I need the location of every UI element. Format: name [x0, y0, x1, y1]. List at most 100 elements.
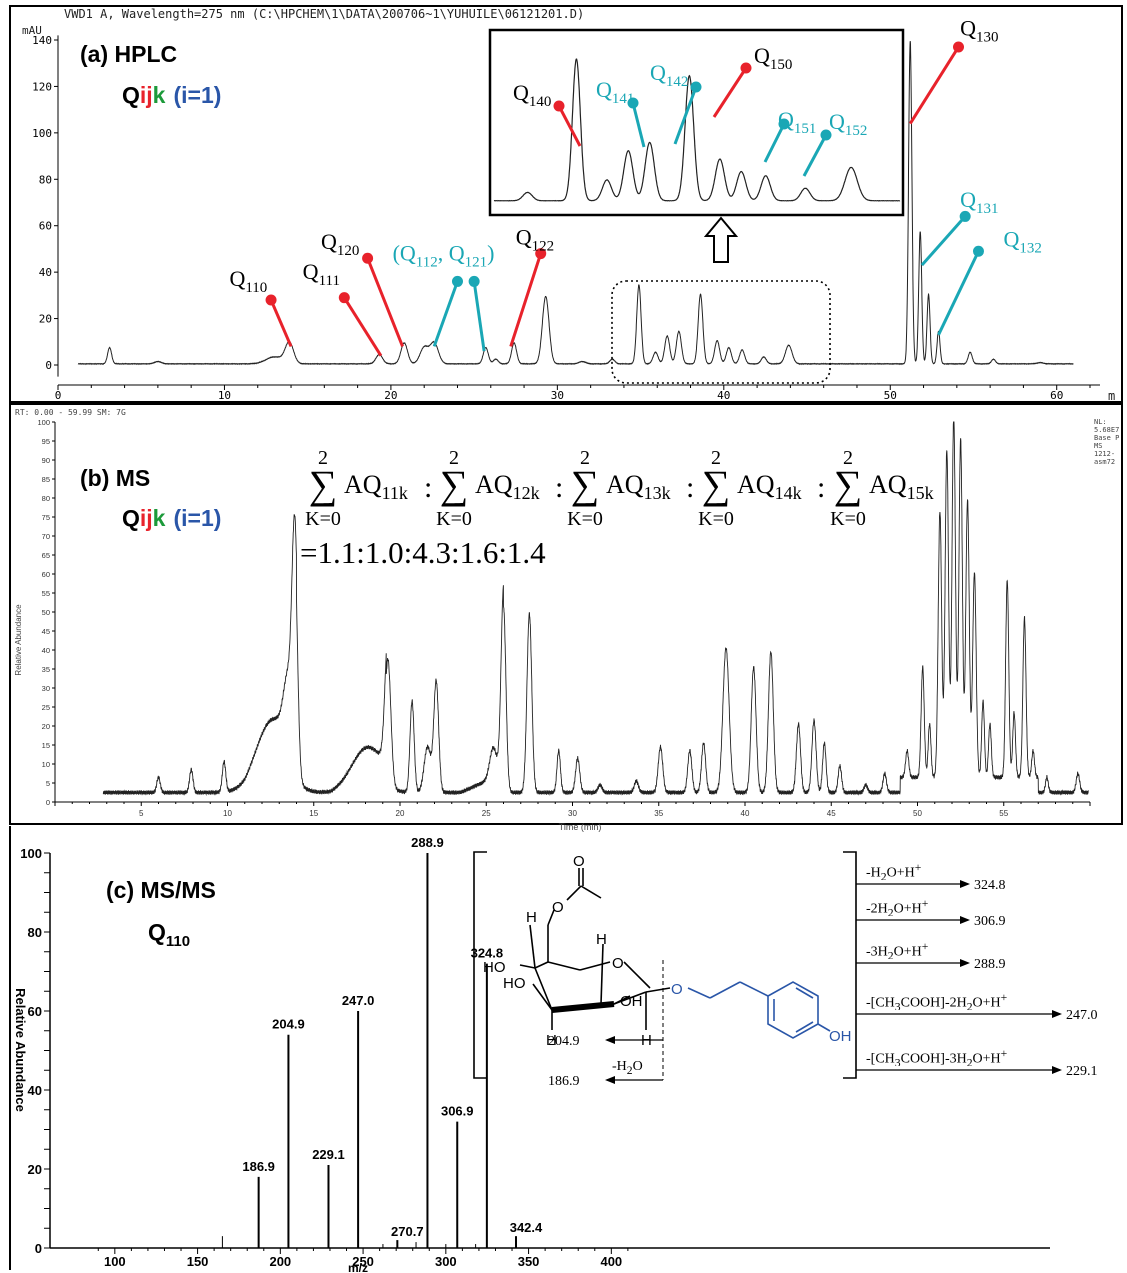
hplc-x-unit: m	[1108, 389, 1115, 403]
sum-symbol: ∑	[440, 462, 469, 507]
aglycone-chain	[687, 981, 831, 1039]
peak-label-base: Q	[829, 109, 845, 134]
zoom-region-box	[611, 280, 831, 384]
ms-x-tick-label: 10	[223, 809, 232, 818]
peak-label-sub: 132	[1019, 241, 1042, 257]
panel-b-border	[9, 403, 1123, 825]
notation-cond: (i=1)	[173, 505, 221, 531]
peak-label: Q120	[321, 229, 359, 259]
sum-term-base: AQ	[737, 470, 775, 499]
ms-y-tick-label: 35	[42, 665, 50, 674]
sum-term: AQ11k	[344, 470, 408, 503]
sum-symbol: ∑	[571, 462, 600, 507]
peak-label-base: Q	[321, 229, 337, 254]
peak-label-base: Q	[513, 80, 529, 105]
sum-symbol: ∑	[834, 462, 863, 507]
sum-upper-limit: 2	[449, 447, 459, 469]
fragment-arrowhead-icon	[960, 959, 970, 967]
ms-side-note-line: 1212-	[1094, 450, 1115, 458]
hplc-chromatogram-line	[77, 41, 1074, 366]
sum-term: AQ15k	[869, 470, 934, 503]
sum-term-sub: 14k	[775, 483, 802, 503]
inset-peak-label: Q141	[596, 77, 634, 107]
inset-peak-label: Q140	[513, 80, 551, 110]
panel-c-msms: Relative Abundance m/z 0 20 40 60 80 100 100 15…	[9, 826, 1098, 1273]
peak-label: Q132	[1003, 227, 1041, 257]
sum-lower-limit: K=0	[698, 508, 734, 530]
msms-x-tick-label: 250	[352, 1254, 374, 1269]
sum-upper-limit: 2	[711, 447, 721, 469]
sum-term-base: AQ	[869, 470, 907, 499]
inset-leader-line	[763, 123, 786, 163]
inset-marker-dot	[820, 129, 832, 141]
ratio-separator: :	[424, 471, 432, 504]
bond	[547, 909, 555, 926]
fragment-arrowhead-icon	[605, 1036, 615, 1044]
ms-side-note-line: Base P	[1094, 434, 1119, 442]
msms-x-tick-label: 350	[518, 1254, 540, 1269]
notation-i: i	[140, 505, 146, 531]
ms-side-note-line: NL:	[1094, 418, 1107, 426]
msms-x-label: m/z	[348, 1261, 368, 1273]
atom-oh: OH	[620, 993, 643, 1010]
bond	[687, 987, 711, 999]
inset-marker-dot	[778, 118, 790, 130]
sum-term-sub: 12k	[513, 483, 540, 503]
inset-leader-line	[557, 105, 582, 147]
msms-y-tick-label: 40	[28, 1083, 42, 1098]
hplc-x-tick-label: 50	[884, 389, 897, 402]
msms-y-tick-label: 0	[35, 1241, 42, 1256]
left-bracket	[473, 851, 487, 1079]
fragment-mz-value: 204.9	[548, 1034, 580, 1049]
ms-y-tick-label: 30	[42, 684, 50, 693]
peak-leader-line	[269, 299, 293, 348]
bond	[795, 987, 814, 999]
structure-atoms: O O H HO HO H O OH H H O OH	[483, 853, 852, 1049]
sum-term-sub: 15k	[907, 483, 934, 503]
sum-lower-limit: K=0	[436, 508, 472, 530]
bond	[795, 1021, 814, 1033]
ms-y-tick-label: 65	[42, 551, 50, 560]
peak-marker-dot	[953, 41, 965, 53]
peak-label-sub: 120	[337, 243, 360, 259]
ms-side-note-line: 5.68E7	[1094, 426, 1119, 434]
sum-lower-limit: K=0	[830, 508, 866, 530]
peak-label-base: Q	[1003, 227, 1019, 252]
fragment-mz-value: 247.0	[1066, 1008, 1098, 1023]
sum-lower-limit: K=0	[305, 508, 341, 530]
fragment-loss-label: -[CH3COOH]-2H2O+H+	[866, 991, 1008, 1010]
zoom-arrow-icon	[703, 216, 739, 263]
ms-y-tick-label: 90	[42, 456, 50, 465]
ms-side-note-line: MS	[1094, 442, 1102, 450]
fragment-loss-text: -[CH3COOH]-2H2O+H+	[866, 991, 1008, 1010]
ratio-separator: :	[555, 471, 563, 504]
peak-leader-line	[432, 280, 459, 347]
sum-term-base: AQ	[344, 470, 382, 499]
inset-trace	[493, 58, 901, 202]
peak-marker-dot	[362, 252, 374, 264]
ms-x-tick-label: 35	[654, 809, 663, 818]
sum-term-sub: 11k	[382, 483, 408, 503]
inset-marker-dot	[740, 62, 752, 74]
inset-peak-label: Q150	[754, 43, 792, 73]
fragment-loss-text: -3H2O+H+	[866, 940, 929, 959]
fragment-arrowhead-icon	[605, 1076, 615, 1084]
ms-y-tick-label: 45	[42, 627, 50, 636]
peak-label-base: Q	[596, 77, 612, 102]
sum-term-base: AQ	[606, 470, 644, 499]
hplc-x-tick-label: 30	[551, 389, 564, 402]
hplc-x-tick-label: 40	[717, 389, 730, 402]
sum-upper-limit: 2	[843, 447, 853, 469]
panel-a-notation: Qijk (i=1)	[122, 82, 221, 108]
peak-label-sub: 112	[416, 255, 438, 271]
ms-x-tick-label: 45	[827, 809, 836, 818]
msms-x-tick-label: 100	[104, 1254, 126, 1269]
msms-x-tick-label: 300	[435, 1254, 457, 1269]
hplc-header: VWD1 A, Wavelength=275 nm (C:\HPCHEM\1\D…	[64, 7, 584, 21]
notation-q: Q	[122, 82, 140, 108]
msms-x-tick-label: 400	[600, 1254, 622, 1269]
inset-marker-dot	[690, 81, 702, 93]
peak-label-base: Q	[650, 60, 666, 85]
hplc-y-tick-label: 140	[32, 34, 52, 47]
